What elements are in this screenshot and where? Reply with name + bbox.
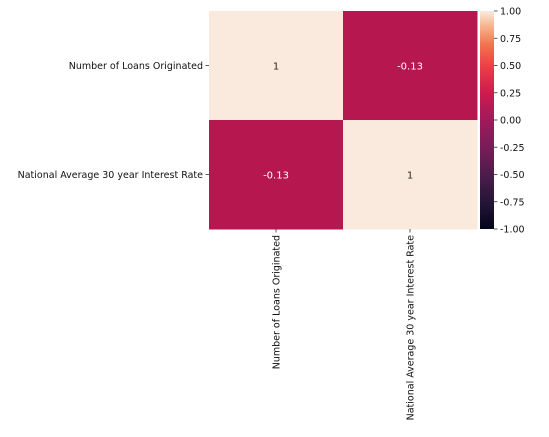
row-tick-label-1: National Average 30 year Interest Rate <box>18 170 204 181</box>
cell-value-label-1-1: 1 <box>407 171 413 182</box>
colorbar-tick-label-5: -0.25 <box>500 143 525 154</box>
colorbar-ticks: 1.00 0.75 0.50 0.25 0.00 -0.25 -0.50 -0.75 -1.00 <box>494 7 525 236</box>
col-tick-label-0: Number of Loans Originated <box>272 235 283 369</box>
heatmap-cells <box>209 11 478 230</box>
heatmap-cell-0-1 <box>343 11 478 121</box>
colorbar-tick-label-2: 0.50 <box>500 61 521 72</box>
cell-value-label-0-0: 1 <box>273 62 279 73</box>
colorbar <box>480 11 494 229</box>
colorbar-tick-label-8: -1.00 <box>500 225 525 236</box>
column-tick-labels: Number of Loans Originated National Avera… <box>272 229 417 420</box>
cell-value-label-0-1: -0.13 <box>397 62 423 73</box>
heatmap-cell-1-0 <box>209 120 344 230</box>
row-tick-label-0: Number of Loans Originated <box>69 61 203 72</box>
heatmap-cell-labels: 1 -0.13 -0.13 1 <box>263 62 423 182</box>
colorbar-tick-label-1: 0.75 <box>500 34 521 45</box>
colorbar-tick-label-7: -0.75 <box>500 197 525 208</box>
colorbar-tick-label-6: -0.50 <box>500 170 525 181</box>
heatmap-cell-0-0 <box>209 11 344 121</box>
colorbar-tick-label-0: 1.00 <box>500 7 521 18</box>
col-tick-label-1: National Average 30 year Interest Rate <box>406 235 417 421</box>
colorbar-tick-label-4: 0.00 <box>500 116 521 127</box>
cell-value-label-1-0: -0.13 <box>263 171 289 182</box>
row-tick-labels: Number of Loans Originated National Avera… <box>18 61 209 181</box>
colorbar-tick-label-3: 0.25 <box>500 88 521 99</box>
heatmap-cell-1-1 <box>343 120 478 230</box>
